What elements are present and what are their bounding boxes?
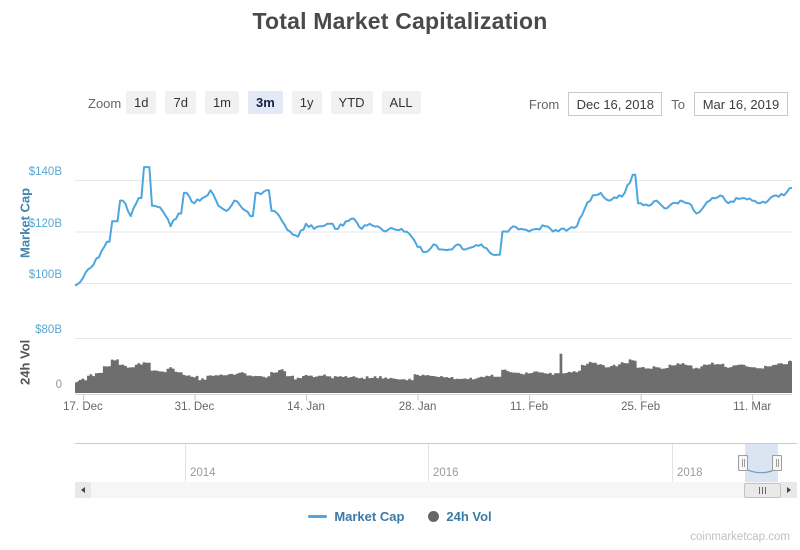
scroll-left-button[interactable] (75, 482, 91, 498)
xtick-label: 31. Dec (174, 401, 215, 413)
left-arrow-icon (81, 487, 85, 493)
navigator-year-label: 2018 (677, 467, 703, 479)
ytick-vol-80: $80B (35, 324, 62, 336)
to-date-input[interactable] (694, 92, 788, 116)
navigator-year-label: 2014 (190, 467, 216, 479)
zoom-range-button-1m[interactable]: 1m (204, 91, 239, 114)
navigator[interactable]: 2014 2016 2018 (75, 443, 797, 482)
date-range-controls: From To (529, 92, 788, 116)
xtick-label: 14. Jan (287, 401, 325, 413)
right-arrow-icon (787, 487, 791, 493)
legend-item-market-cap[interactable]: Market Cap (308, 509, 404, 524)
legend-label: 24h Vol (446, 509, 492, 524)
zoom-range-button-1d[interactable]: 1d (126, 91, 157, 114)
line-marker-icon (308, 515, 328, 518)
xtick-label: 17. Dec (63, 401, 103, 413)
ytick-market-cap-100: $100B (28, 269, 62, 281)
volume-area-series (75, 353, 792, 393)
circle-marker-icon (428, 511, 440, 522)
chart-legend: Market Cap 24h Vol (0, 509, 800, 524)
xtick-label: 11. Mar (733, 401, 772, 413)
xtick-label: 25. Feb (621, 401, 661, 413)
legend-label: Market Cap (334, 509, 405, 524)
zoom-label: Zoom (88, 96, 122, 111)
to-label: To (671, 96, 685, 112)
zoom-range-button-3m[interactable]: 3m (248, 91, 283, 114)
xtick-label: 28. Jan (398, 401, 437, 413)
zoom-range-button-all[interactable]: ALL (381, 91, 421, 114)
from-date-input[interactable] (568, 92, 663, 116)
zoom-range-button-ytd[interactable]: YTD (330, 91, 373, 114)
zoom-range-button-7d[interactable]: 7d (165, 91, 196, 114)
zoom-range-buttons: 1d 7d 1m 3m 1y YTD ALL (126, 91, 421, 114)
navigator-year-label: 2016 (433, 467, 459, 479)
ytick-market-cap-120: $120B (28, 217, 62, 230)
watermark: coinmarketcap.com (690, 531, 790, 543)
page-title: Total Market Capitalization (252, 8, 548, 34)
ytick-vol-0: 0 (55, 379, 62, 391)
navigator-gridline (185, 444, 186, 482)
scrollbar-thumb[interactable] (744, 483, 781, 498)
scroll-right-button[interactable] (781, 482, 797, 498)
from-label: From (528, 96, 560, 112)
navigator-right-handle[interactable] (772, 455, 782, 471)
legend-item-24h-vol[interactable]: 24h Vol (428, 509, 492, 524)
navigator-gridline (428, 444, 429, 482)
navigator-gridline (672, 444, 673, 482)
horizontal-scrollbar[interactable] (75, 482, 797, 498)
chart-plot-area[interactable] (75, 145, 792, 395)
xtick-label: 11. Feb (510, 401, 549, 413)
xaxis-tick-labels: 17. Dec 31. Dec 14. Jan 28. Jan 11. Feb 25. F… (0, 401, 800, 415)
navigator-left-handle[interactable] (738, 455, 748, 471)
ytick-market-cap-140: $140B (28, 166, 62, 178)
market-cap-line-series (74, 166, 793, 287)
zoom-range-button-1y[interactable]: 1y (291, 91, 322, 114)
